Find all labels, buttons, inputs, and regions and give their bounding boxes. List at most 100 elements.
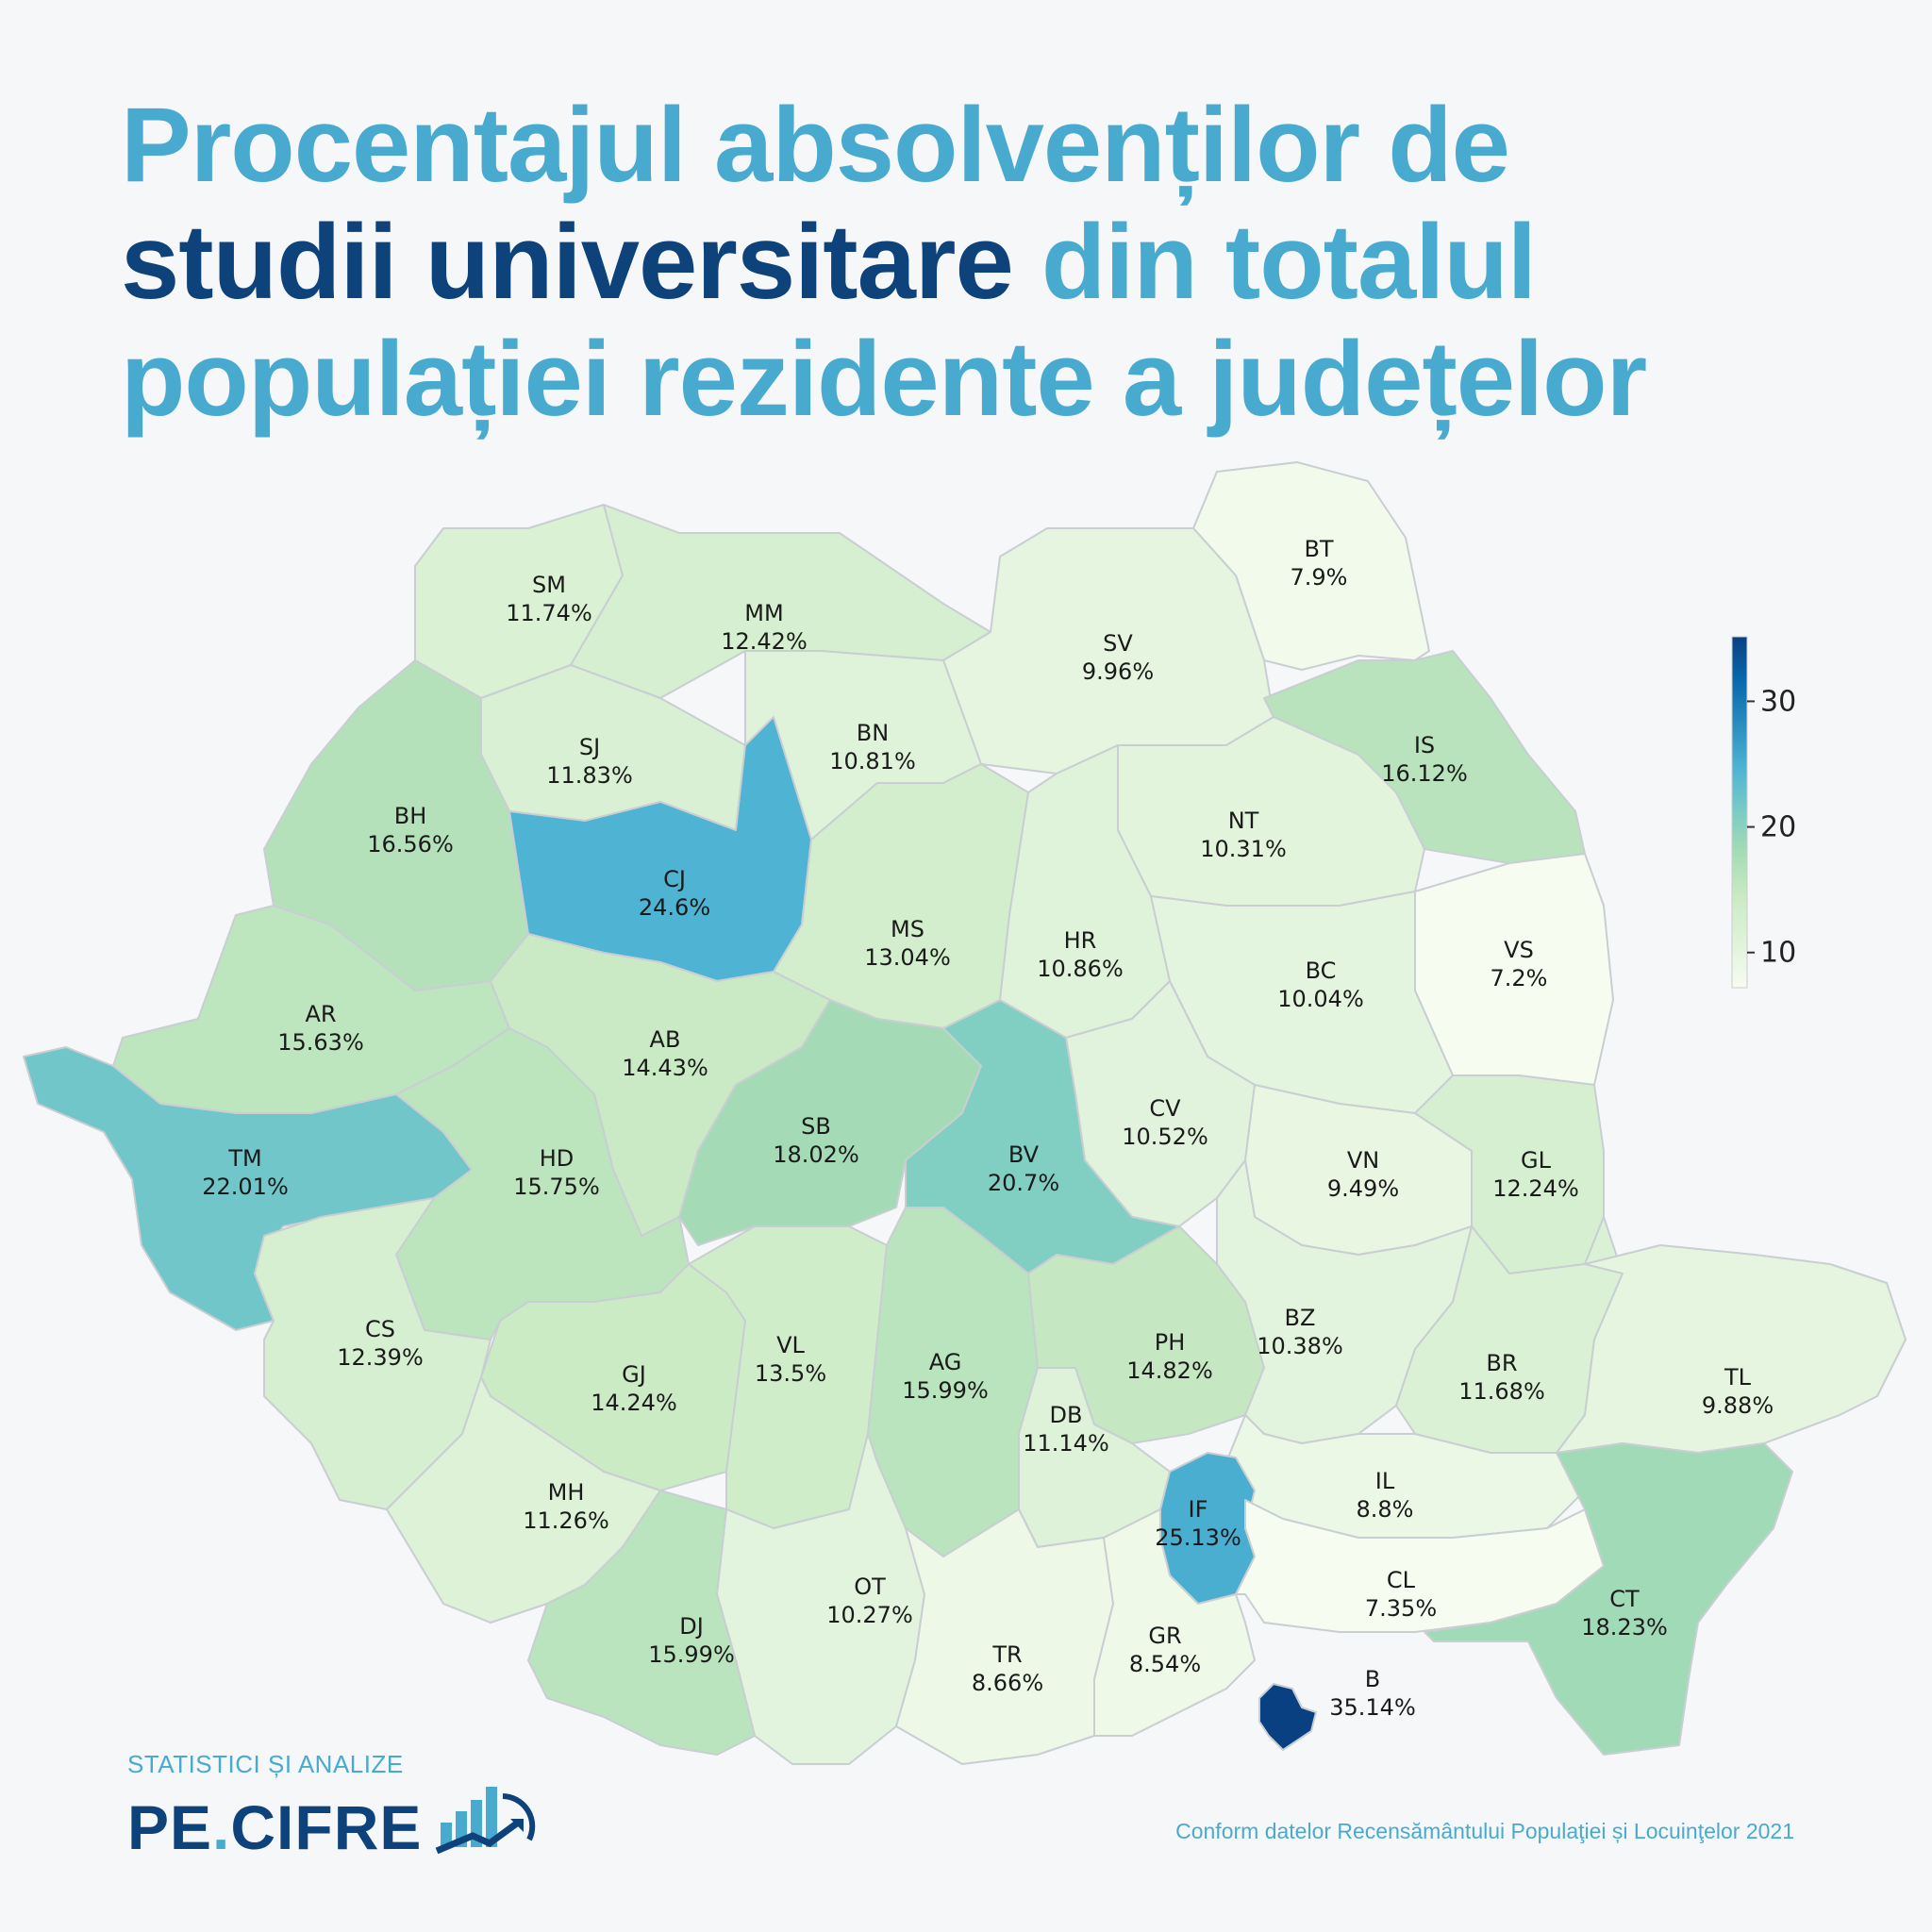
- county-code-ct: CT: [1609, 1586, 1640, 1612]
- county-code-gj: GJ: [622, 1361, 646, 1388]
- county-b: [1258, 1683, 1317, 1751]
- county-value-cv: 10.52%: [1122, 1124, 1208, 1150]
- county-value-vl: 13.5%: [755, 1360, 826, 1387]
- pecifre-logo: STATISTICI ȘI ANALIZE PE.CIFRE: [127, 1750, 539, 1860]
- county-ct: [1424, 1442, 1793, 1756]
- county-value-ph: 14.82%: [1126, 1357, 1213, 1384]
- county-value-bt: 7.9%: [1291, 564, 1348, 591]
- county-code-bh: BH: [394, 803, 427, 829]
- county-code-tr: TR: [991, 1641, 1022, 1668]
- county-value-mm: 12.42%: [721, 628, 808, 655]
- county-value-sm: 11.74%: [506, 600, 592, 626]
- county-value-dj: 15.99%: [648, 1641, 735, 1668]
- county-code-sm: SM: [532, 572, 566, 598]
- county-dj: [527, 1490, 756, 1756]
- bar-chart-logo-icon: [436, 1787, 536, 1855]
- county-code-bc: BC: [1306, 958, 1337, 984]
- county-code-is: IS: [1414, 732, 1435, 758]
- county-code-cj: CJ: [663, 866, 686, 892]
- county-code-vs: VS: [1504, 937, 1534, 963]
- county-code-bv: BV: [1008, 1141, 1040, 1168]
- county-value-hr: 10.86%: [1037, 956, 1124, 982]
- county-value-bn: 10.81%: [829, 748, 916, 774]
- county-code-vn: VN: [1347, 1147, 1379, 1174]
- colorbar-tick-label: 20: [1760, 811, 1796, 844]
- county-value-tr: 8.66%: [972, 1670, 1043, 1696]
- county-code-gr: GR: [1148, 1623, 1181, 1649]
- county-value-ct: 18.23%: [1581, 1614, 1668, 1641]
- colorbar: 10 20 30: [1731, 636, 1796, 989]
- county-code-nt: NT: [1228, 808, 1259, 834]
- county-code-bn: BN: [857, 720, 889, 746]
- county-value-db: 11.14%: [1023, 1430, 1109, 1457]
- county-code-hd: HD: [540, 1145, 575, 1172]
- county-value-gl: 12.24%: [1492, 1175, 1579, 1202]
- county-value-is: 16.12%: [1381, 760, 1468, 787]
- county-value-sv: 9.96%: [1082, 658, 1154, 685]
- county-code-tm: TM: [227, 1145, 261, 1172]
- county-code-tl: TL: [1724, 1364, 1752, 1391]
- county-value-gj: 14.24%: [591, 1390, 677, 1416]
- county-value-cj: 24.6%: [639, 894, 710, 921]
- county-tr: [895, 1508, 1114, 1765]
- logo-tagline: STATISTICI ȘI ANALIZE: [127, 1750, 404, 1778]
- county-code-cv: CV: [1149, 1095, 1181, 1122]
- county-value-sb: 18.02%: [773, 1141, 859, 1168]
- county-code-if: IF: [1189, 1496, 1208, 1523]
- county-value-tm: 22.01%: [202, 1174, 289, 1200]
- county-code-ag: AG: [929, 1349, 962, 1375]
- county-code-bt: BT: [1304, 536, 1333, 562]
- chart-title: Procentajul absolvenților de studii unive…: [121, 86, 1647, 438]
- county-gr: [1093, 1508, 1256, 1737]
- county-code-sj: SJ: [579, 734, 600, 760]
- county-value-cl: 7.35%: [1365, 1595, 1437, 1622]
- county-code-b: B: [1365, 1666, 1380, 1692]
- title-highlight: studii universitare: [121, 203, 1014, 321]
- county-sj: [480, 664, 746, 831]
- county-value-sj: 11.83%: [546, 762, 633, 789]
- county-code-il: IL: [1375, 1468, 1395, 1494]
- county-code-ab: AB: [650, 1026, 681, 1053]
- county-tl: [1556, 1244, 1907, 1454]
- logo-wordmark: PE.CIFRE: [127, 1781, 539, 1860]
- source-note: Conform datelor Recensământului Populaţi…: [1175, 1819, 1794, 1843]
- colorbar-gradient: [1731, 636, 1748, 989]
- county-value-vs: 7.2%: [1491, 965, 1548, 991]
- county-value-br: 11.68%: [1458, 1378, 1545, 1405]
- county-code-ph: PH: [1155, 1329, 1186, 1356]
- county-value-gr: 8.54%: [1129, 1651, 1201, 1677]
- county-code-dj: DJ: [679, 1613, 704, 1640]
- county-code-bz: BZ: [1285, 1305, 1316, 1331]
- county-value-hd: 15.75%: [513, 1174, 600, 1200]
- county-code-sb: SB: [801, 1113, 831, 1140]
- county-value-bc: 10.04%: [1277, 986, 1364, 1012]
- colorbar-tick-label: 10: [1760, 937, 1796, 970]
- county-value-nt: 10.31%: [1200, 836, 1287, 862]
- county-shapes: [23, 461, 1907, 1765]
- county-code-ot: OT: [854, 1574, 886, 1600]
- county-code-cl: CL: [1387, 1567, 1416, 1593]
- county-value-cs: 12.39%: [337, 1344, 424, 1371]
- county-code-ms: MS: [891, 916, 924, 942]
- colorbar-tick-label: 30: [1760, 685, 1796, 718]
- county-code-gl: GL: [1521, 1147, 1552, 1174]
- county-code-mm: MM: [744, 600, 783, 626]
- county-code-ar: AR: [305, 1001, 336, 1027]
- county-value-ab: 14.43%: [622, 1055, 708, 1081]
- county-code-db: DB: [1050, 1402, 1083, 1428]
- county-value-tl: 9.88%: [1702, 1392, 1774, 1419]
- county-value-il: 8.8%: [1357, 1496, 1414, 1523]
- county-code-cs: CS: [365, 1316, 395, 1342]
- county-code-mh: MH: [548, 1479, 585, 1506]
- county-value-ar: 15.63%: [277, 1029, 364, 1056]
- county-value-ms: 13.04%: [864, 944, 951, 971]
- county-value-bh: 16.56%: [367, 831, 454, 858]
- county-value-bz: 10.38%: [1257, 1333, 1343, 1359]
- county-code-sv: SV: [1103, 630, 1133, 657]
- county-code-hr: HR: [1064, 927, 1097, 954]
- county-value-ag: 15.99%: [902, 1377, 989, 1404]
- county-value-bv: 20.7%: [988, 1170, 1059, 1196]
- county-code-vl: VL: [776, 1332, 805, 1358]
